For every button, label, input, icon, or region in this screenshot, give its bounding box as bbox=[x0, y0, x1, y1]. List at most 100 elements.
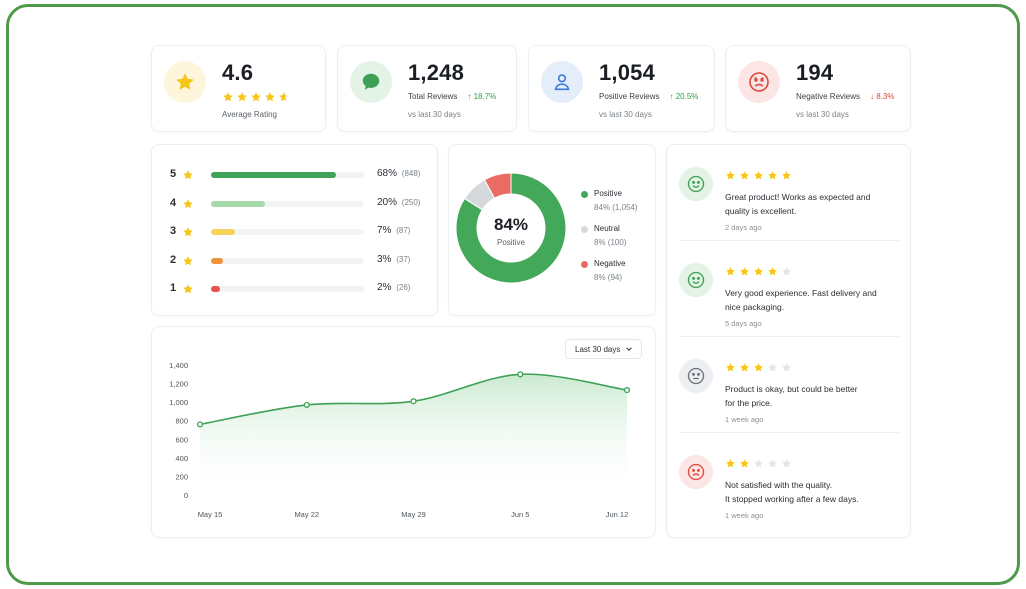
x-tick-label: Jun 5 bbox=[511, 510, 529, 519]
review-item[interactable]: Great product! Works as expected and qual… bbox=[667, 145, 911, 241]
review-time: 5 days ago bbox=[725, 319, 762, 328]
average-rating-value: 4.6 bbox=[222, 60, 254, 85]
distribution-star-icon bbox=[182, 225, 194, 243]
recent-reviews-card: Great product! Works as expected and qual… bbox=[666, 144, 911, 538]
range-select-value: Last 30 days bbox=[575, 344, 621, 354]
distribution-star-icon bbox=[182, 197, 194, 215]
star-icon bbox=[183, 284, 193, 294]
distribution-star-icon bbox=[182, 254, 194, 272]
review-text: Product is okay, but could be better for … bbox=[725, 382, 905, 410]
distribution-count: (26) bbox=[396, 283, 411, 292]
y-tick-label: 200 bbox=[175, 472, 188, 481]
review-stars bbox=[725, 266, 792, 277]
star-icon bbox=[726, 267, 735, 276]
y-tick-label: 1,000 bbox=[169, 398, 188, 407]
total-reviews-label-text: Total Reviews bbox=[408, 92, 458, 101]
y-tick-label: 600 bbox=[175, 435, 188, 444]
trend-point[interactable] bbox=[196, 421, 204, 428]
positive-reviews-change: ↑ 20.5% bbox=[669, 92, 699, 101]
star-icon bbox=[726, 363, 735, 372]
y-tick-label: 0 bbox=[184, 491, 188, 500]
negative-reviews-value: 194 bbox=[796, 60, 834, 85]
distribution-bar-fill bbox=[211, 229, 236, 235]
review-item[interactable]: Very good experience. Fast delivery and n… bbox=[667, 241, 911, 337]
positive-reviews-label-text: Positive Reviews bbox=[599, 92, 660, 101]
distribution-percent: 20% bbox=[377, 196, 398, 208]
distribution-bar-track bbox=[211, 257, 364, 264]
rating-star-icon bbox=[251, 92, 261, 102]
star-icon bbox=[754, 171, 763, 180]
legend-dot bbox=[581, 191, 588, 198]
distribution-value: 68% (848) bbox=[377, 168, 420, 179]
review-stars bbox=[725, 458, 792, 469]
rating-star-icon bbox=[223, 92, 233, 102]
review-item[interactable]: Product is okay, but could be better for … bbox=[667, 337, 911, 433]
donut-center-label: Positive bbox=[496, 238, 525, 247]
star-icon bbox=[183, 255, 193, 265]
distribution-count: (37) bbox=[396, 254, 411, 264]
total-reviews-change: ↑ 18.7% bbox=[467, 92, 497, 101]
negative-reviews-card: 194 Negative Reviews ↓ 8.3% vs last 30 da… bbox=[725, 45, 911, 132]
legend-value: 8% (100) bbox=[594, 238, 627, 247]
distribution-bar-track bbox=[211, 172, 364, 178]
distribution-value: 3% (37) bbox=[377, 254, 410, 265]
distribution-row: 4 20% (250) bbox=[170, 197, 432, 211]
distribution-star-icon bbox=[182, 282, 194, 300]
total-reviews-value: 1,248 bbox=[408, 60, 465, 85]
legend-name: Neutral bbox=[594, 224, 620, 233]
trend-point[interactable] bbox=[410, 398, 417, 405]
empty-star-icon bbox=[768, 363, 777, 372]
distribution-count: (250) bbox=[401, 197, 421, 207]
distribution-bar-track bbox=[211, 229, 364, 235]
distribution-value: 20% (250) bbox=[377, 197, 420, 208]
review-divider bbox=[679, 240, 899, 241]
chat-bubble-icon bbox=[350, 61, 392, 103]
review-text: Not satisfied with the quality. It stoppe… bbox=[725, 478, 905, 506]
distribution-stars: 4 bbox=[170, 196, 177, 209]
y-tick-label: 800 bbox=[175, 417, 188, 426]
distribution-row: 5 68% (848) bbox=[170, 168, 432, 182]
review-text-line: quality is excellent. bbox=[725, 206, 797, 216]
review-text: Very good experience. Fast delivery and n… bbox=[725, 286, 905, 314]
star-icon bbox=[740, 363, 749, 372]
distribution-count: (87) bbox=[396, 226, 411, 235]
legend-name: Positive bbox=[594, 189, 623, 198]
negative-reviews-change: ↓ 8.3% bbox=[870, 92, 895, 101]
review-item[interactable]: Not satisfied with the quality. It stoppe… bbox=[667, 433, 911, 529]
trend-point[interactable] bbox=[623, 387, 631, 394]
review-text-line: Product is okay, but could be better bbox=[725, 384, 858, 394]
negative-reviews-period: vs last 30 days bbox=[796, 110, 849, 119]
empty-star-icon bbox=[782, 459, 791, 468]
trend-point[interactable] bbox=[517, 371, 524, 378]
review-divider bbox=[679, 336, 899, 337]
star-icon bbox=[740, 171, 749, 180]
review-text-line: for the price. bbox=[725, 398, 773, 408]
range-select[interactable]: Last 30 days bbox=[565, 339, 642, 359]
distribution-count: (848) bbox=[401, 169, 421, 178]
sentiment-donut bbox=[455, 172, 567, 284]
x-tick-label: Jun 12 bbox=[606, 510, 629, 519]
rating-half-star-icon bbox=[279, 92, 289, 102]
trend-area bbox=[200, 374, 627, 495]
legend-dot bbox=[581, 261, 588, 268]
smile-face-icon bbox=[679, 263, 713, 297]
y-tick-label: 1,200 bbox=[169, 380, 188, 389]
distribution-stars: 3 bbox=[170, 225, 177, 237]
trend-point[interactable] bbox=[303, 401, 310, 408]
sad-face-icon bbox=[738, 61, 780, 103]
distribution-value: 2% (26) bbox=[377, 282, 410, 293]
user-icon bbox=[541, 61, 583, 103]
distribution-row: 3 7% (87) bbox=[170, 225, 432, 239]
average-rating-stars bbox=[222, 91, 290, 103]
neutral-face-icon bbox=[679, 359, 713, 393]
review-time: 1 week ago bbox=[725, 511, 764, 520]
distribution-percent: 2% bbox=[377, 282, 392, 293]
sentiment-card: 84% Positive Positive 84% (1,054) Neutral 8… bbox=[448, 144, 656, 316]
chevron-down-icon bbox=[626, 347, 632, 351]
donut-center: 84% Positive bbox=[476, 215, 546, 247]
average-rating-card: 4.6 Average Rating bbox=[151, 45, 326, 132]
distribution-star-icon bbox=[182, 168, 194, 186]
distribution-bar-fill bbox=[211, 257, 224, 264]
empty-star-icon bbox=[768, 459, 777, 468]
distribution-bar-fill bbox=[211, 200, 265, 207]
